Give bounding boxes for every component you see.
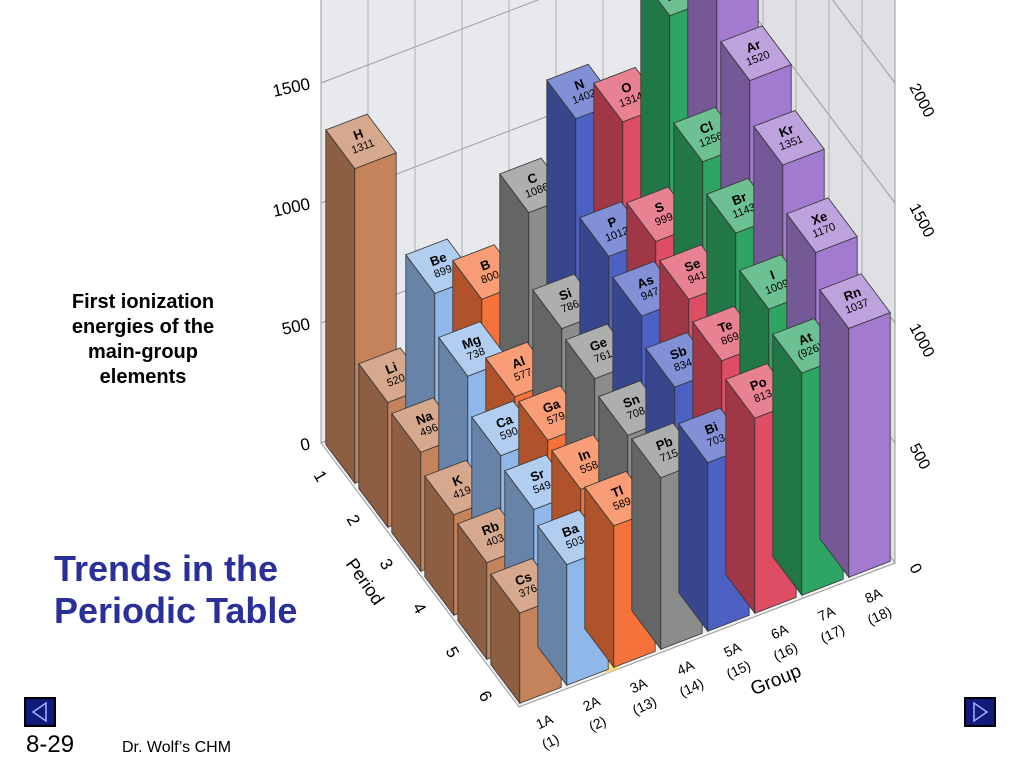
bar-top-face: [786, 197, 858, 253]
group-tick-label: (15): [724, 657, 753, 682]
group-tick-label: 8A: [862, 584, 885, 606]
right-tick-label: 500: [905, 441, 933, 473]
element-symbol: O: [619, 79, 634, 97]
chart-caption: First ionization energies of the main-gr…: [38, 290, 248, 390]
element-symbol: Rb: [480, 518, 502, 538]
element-symbol: Kr: [777, 121, 796, 140]
element-symbol: Tl: [609, 483, 625, 501]
group-tick-label: (14): [677, 675, 706, 700]
bar-top-face: [819, 273, 891, 329]
element-symbol: Ge: [588, 334, 610, 354]
element-symbol: Rn: [842, 284, 864, 304]
caption-line: First ionization: [71, 291, 215, 313]
element-symbol: I: [768, 267, 777, 282]
y-tick-label: 0: [299, 434, 312, 455]
right-arrow-icon: [973, 701, 989, 723]
element-symbol: Po: [748, 374, 769, 394]
element-symbol: Sb: [668, 343, 689, 363]
left-arrow-icon: [31, 701, 47, 723]
element-symbol: At: [796, 329, 815, 348]
period-tick-label: 3: [376, 555, 397, 573]
element-symbol: Te: [716, 317, 735, 336]
period-tick-label: 6: [475, 687, 496, 705]
element-symbol: Li: [383, 359, 399, 377]
slide-number: 8-29: [26, 731, 75, 758]
group-tick-label: 7A: [815, 602, 838, 624]
right-tick-label: 1500: [905, 201, 937, 240]
element-symbol: Ca: [494, 411, 516, 431]
chart-bars: H1311He2372Li520Be899B800C1086N1402O1314…: [325, 0, 891, 705]
element-symbol: Mg: [460, 331, 483, 352]
element-symbol: Be: [428, 249, 449, 269]
period-tick-label: 4: [409, 599, 430, 617]
element-symbol: Al: [510, 353, 528, 372]
right-tick-label: 0: [905, 561, 924, 577]
footer-text: Dr. Wolf’s CHM: [122, 739, 232, 756]
slide-title-line: Trends in the: [54, 548, 279, 589]
y-tick-label: 1500: [271, 74, 312, 100]
element-symbol: Ar: [744, 37, 763, 56]
element-symbol: Sr: [528, 466, 546, 485]
bar-left-face: [325, 128, 356, 485]
element-symbol: Si: [557, 285, 574, 303]
group-tick-label: 2A: [580, 692, 603, 714]
group-axis-title: Group: [748, 661, 805, 700]
caption-line: main-group: [88, 341, 198, 363]
element-symbol: Bi: [703, 419, 721, 438]
caption-line: energies of the: [71, 316, 215, 338]
bar-front-face: [848, 312, 891, 578]
group-tick-label: 5A: [721, 638, 744, 660]
right-tick-label: 1000: [905, 321, 937, 360]
caption-line: elements: [99, 366, 187, 388]
group-tick-label: (13): [630, 693, 659, 718]
group-tick-label: 6A: [768, 620, 791, 642]
bar-top-face: [753, 110, 825, 166]
group-tick-label: 3A: [627, 674, 650, 696]
element-symbol: Sn: [621, 391, 642, 411]
group-tick-label: (17): [818, 621, 847, 646]
element-symbol: Cl: [698, 118, 716, 137]
element-symbol: In: [576, 446, 592, 464]
group-tick-label: (2): [586, 713, 608, 735]
element-symbol: Br: [730, 189, 749, 208]
element-symbol: Pb: [654, 433, 675, 453]
bar-top-face: [325, 113, 397, 170]
slide-title: Trends in the Periodic Table: [54, 548, 354, 632]
group-tick-label: (1): [539, 731, 561, 753]
bar-left-face: [772, 333, 803, 597]
group-tick-label: 1A: [533, 710, 556, 732]
element-symbol: Na: [414, 408, 436, 428]
y-tick-label: 500: [280, 314, 312, 338]
right-tick-label: 2000: [905, 81, 937, 120]
previous-slide-button[interactable]: [24, 697, 56, 727]
element-symbol: Cs: [513, 569, 534, 589]
bar-left-face: [819, 288, 850, 579]
element-symbol: As: [635, 272, 656, 292]
group-tick-label: (18): [865, 603, 894, 628]
bar-top-face: [720, 25, 792, 81]
element-symbol: Xe: [809, 208, 829, 228]
period-tick-label: 2: [343, 511, 364, 529]
period-tick-label: 5: [442, 643, 463, 661]
y-tick-label: 1000: [271, 194, 312, 220]
period-tick-label: 1: [310, 467, 331, 485]
group-tick-label: 4A: [674, 656, 697, 678]
element-symbol: Ga: [541, 396, 563, 416]
bar-left-face: [725, 378, 756, 615]
element-symbol: Ba: [560, 520, 582, 540]
slide-title-line: Periodic Table: [54, 590, 298, 631]
element-symbol: Se: [682, 255, 702, 275]
next-slide-button[interactable]: [964, 697, 996, 727]
